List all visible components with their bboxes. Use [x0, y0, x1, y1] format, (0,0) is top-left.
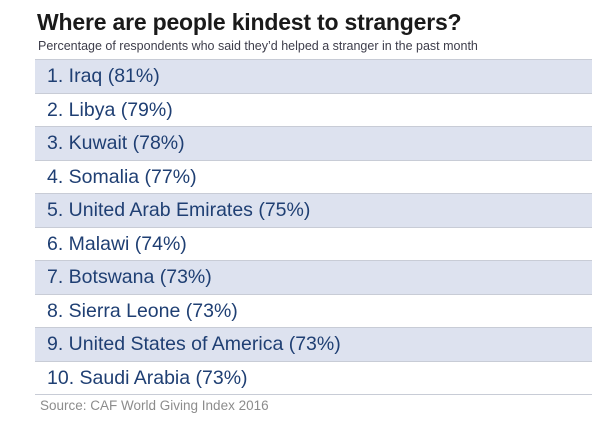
list-item: 2. Libya (79%)	[35, 93, 592, 127]
list-item: 4. Somalia (77%)	[35, 160, 592, 194]
list-item: 9. United States of America (73%)	[35, 328, 592, 362]
ranking-list: 1. Iraq (81%) 2. Libya (79%) 3. Kuwait (…	[35, 59, 592, 395]
list-item: 7. Botswana (73%)	[35, 261, 592, 295]
list-item: 10. Saudi Arabia (73%)	[35, 361, 592, 395]
list-item: 6. Malawi (74%)	[35, 227, 592, 261]
page-title: Where are people kindest to strangers?	[37, 9, 462, 35]
page-subtitle: Percentage of respondents who said they’…	[38, 39, 478, 53]
list-item: 8. Sierra Leone (73%)	[35, 294, 592, 328]
source-note: Source: CAF World Giving Index 2016	[40, 398, 269, 413]
list-item: 5. United Arab Emirates (75%)	[35, 194, 592, 228]
list-item: 3. Kuwait (78%)	[35, 127, 592, 161]
list-item: 1. Iraq (81%)	[35, 60, 592, 94]
